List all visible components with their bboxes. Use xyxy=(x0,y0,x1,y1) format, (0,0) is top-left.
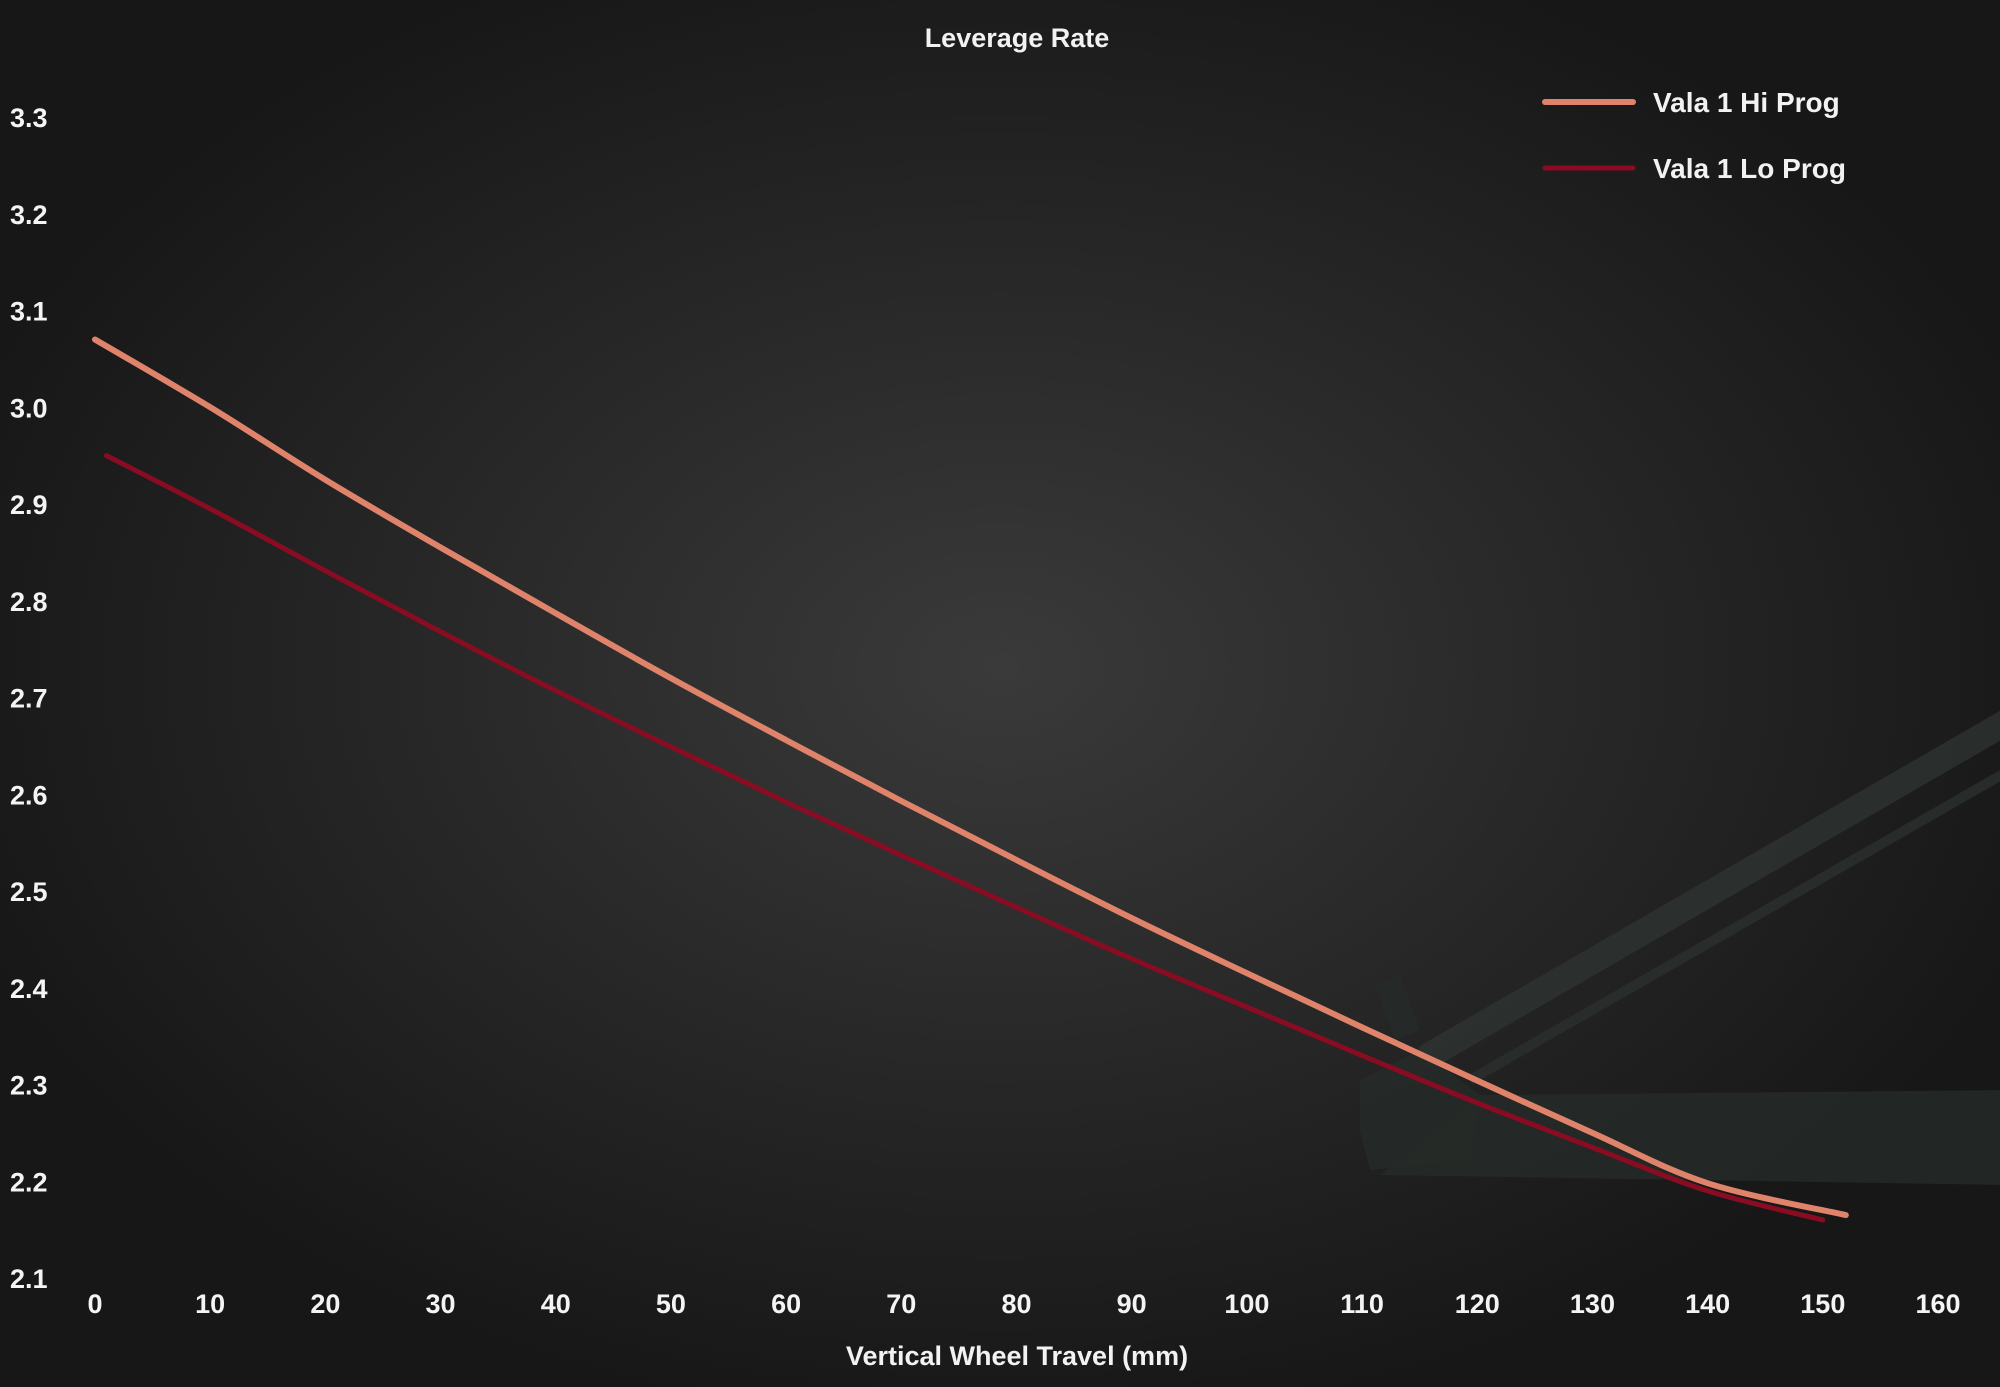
y-tick-label: 2.1 xyxy=(10,1264,48,1294)
y-tick-label: 2.2 xyxy=(10,1167,48,1197)
x-tick-label: 110 xyxy=(1340,1289,1384,1319)
background-frame-image xyxy=(1360,710,2000,1185)
y-tick-label: 2.9 xyxy=(10,490,48,520)
y-axis-ticks: 2.1 2.2 2.3 2.4 2.5 2.6 2.7 2.8 2.9 3.0 3.1 3.2 3.3 xyxy=(10,103,48,1294)
y-tick-label: 2.8 xyxy=(10,587,48,617)
x-tick-label: 160 xyxy=(1915,1289,1960,1319)
x-tick-label: 130 xyxy=(1570,1289,1615,1319)
legend: Vala 1 Hi Prog Vala 1 Lo Prog xyxy=(1542,87,1846,184)
x-axis-ticks: 0 10 20 30 40 50 60 70 80 90 100 110 120 130 140 150 160 xyxy=(87,1289,1960,1319)
x-tick-label: 140 xyxy=(1685,1289,1730,1319)
y-tick-label: 3.1 xyxy=(10,297,48,327)
y-tick-label: 3.0 xyxy=(10,393,48,423)
series-line-lo-prog xyxy=(104,453,1826,1223)
x-tick-label: 120 xyxy=(1455,1289,1500,1319)
y-tick-label: 3.3 xyxy=(10,103,48,133)
x-tick-label: 150 xyxy=(1800,1289,1845,1319)
x-tick-label: 80 xyxy=(1001,1289,1031,1319)
x-tick-label: 40 xyxy=(541,1289,571,1319)
y-tick-label: 2.3 xyxy=(10,1071,48,1101)
series-layer xyxy=(92,336,1849,1223)
y-tick-label: 3.2 xyxy=(10,200,48,230)
x-tick-label: 90 xyxy=(1117,1289,1147,1319)
legend-label: Vala 1 Lo Prog xyxy=(1653,153,1846,184)
frame-seatstay xyxy=(1467,769,2000,1085)
chart-title: Leverage Rate xyxy=(925,23,1110,53)
x-tick-label: 60 xyxy=(771,1289,801,1319)
x-tick-label: 50 xyxy=(656,1289,686,1319)
frame-chain xyxy=(1380,1090,2000,1185)
x-axis-label: Vertical Wheel Travel (mm) xyxy=(846,1341,1188,1371)
y-tick-label: 2.5 xyxy=(10,877,48,907)
x-tick-label: 0 xyxy=(87,1289,102,1319)
y-tick-label: 2.6 xyxy=(10,780,48,810)
x-tick-label: 70 xyxy=(886,1289,916,1319)
series-line-hi-prog xyxy=(92,336,1849,1219)
y-tick-label: 2.7 xyxy=(10,684,48,714)
x-tick-label: 30 xyxy=(426,1289,456,1319)
x-tick-label: 100 xyxy=(1224,1289,1269,1319)
x-tick-label: 20 xyxy=(310,1289,340,1319)
x-tick-label: 10 xyxy=(195,1289,225,1319)
y-tick-label: 2.4 xyxy=(10,974,48,1004)
frame-pivot xyxy=(1375,975,1420,1040)
frame-chainstay xyxy=(1417,710,2000,1068)
legend-label: Vala 1 Hi Prog xyxy=(1653,87,1840,118)
